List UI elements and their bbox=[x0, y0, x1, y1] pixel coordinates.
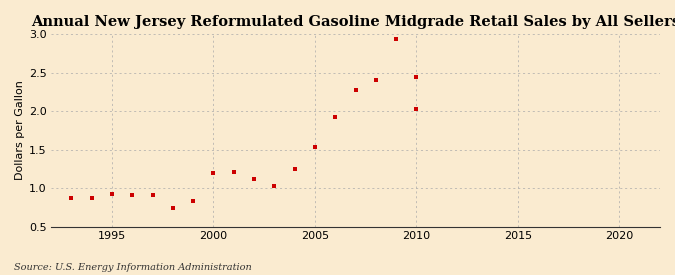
Point bbox=[248, 177, 259, 181]
Point bbox=[188, 199, 198, 204]
Point bbox=[208, 170, 219, 175]
Point bbox=[411, 75, 422, 79]
Point bbox=[66, 196, 77, 200]
Point bbox=[127, 193, 138, 197]
Y-axis label: Dollars per Gallon: Dollars per Gallon bbox=[15, 81, 25, 180]
Point bbox=[86, 196, 97, 200]
Point bbox=[269, 184, 279, 188]
Point bbox=[391, 37, 402, 41]
Point bbox=[350, 88, 361, 93]
Text: Source: U.S. Energy Information Administration: Source: U.S. Energy Information Administ… bbox=[14, 263, 251, 272]
Point bbox=[330, 114, 341, 119]
Point bbox=[107, 192, 117, 196]
Point bbox=[411, 107, 422, 111]
Point bbox=[371, 78, 381, 83]
Point bbox=[167, 206, 178, 210]
Point bbox=[310, 145, 321, 150]
Point bbox=[228, 170, 239, 174]
Point bbox=[290, 167, 300, 171]
Point bbox=[147, 193, 158, 197]
Title: Annual New Jersey Reformulated Gasoline Midgrade Retail Sales by All Sellers: Annual New Jersey Reformulated Gasoline … bbox=[31, 15, 675, 29]
